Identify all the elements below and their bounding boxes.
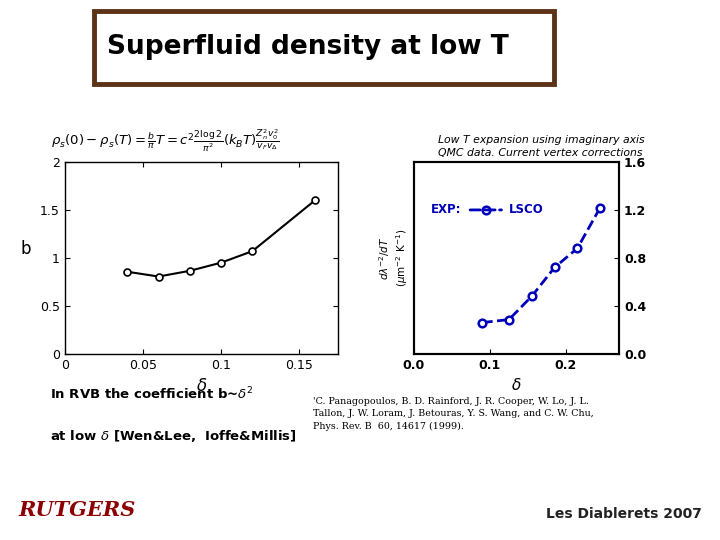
Text: at low $\delta$ [Wen&Lee,  Ioffe&Millis]: at low $\delta$ [Wen&Lee, Ioffe&Millis]: [50, 428, 297, 444]
Text: EXP:: EXP:: [431, 204, 461, 217]
Text: LSCO: LSCO: [508, 204, 543, 217]
Text: In RVB the coefficient b~$\delta^2$: In RVB the coefficient b~$\delta^2$: [50, 386, 254, 403]
X-axis label: $\delta$: $\delta$: [511, 377, 522, 393]
Text: RUTGERS: RUTGERS: [18, 500, 135, 521]
Y-axis label: b: b: [21, 240, 31, 258]
X-axis label: $\delta$: $\delta$: [196, 377, 207, 395]
FancyBboxPatch shape: [94, 11, 554, 84]
Text: Les Diablerets 2007: Les Diablerets 2007: [546, 507, 702, 521]
Text: Low T expansion using imaginary axis
QMC data. Current vertex corrections
are ne: Low T expansion using imaginary axis QMC…: [438, 135, 644, 171]
Y-axis label: $d\lambda^{-2}/dT$
($\mu$m$^{-2}$ K$^{-1}$): $d\lambda^{-2}/dT$ ($\mu$m$^{-2}$ K$^{-1…: [377, 229, 410, 287]
Text: $\rho_s(0) - \rho_s(T) = \frac{b}{\pi}T = c^2 \frac{2\log 2}{\pi^2}(k_BT)\frac{Z: $\rho_s(0) - \rho_s(T) = \frac{b}{\pi}T …: [51, 127, 279, 153]
Text: 'C. Panagopoulos, B. D. Rainford, J. R. Cooper, W. Lo, J. L.
Tallon, J. W. Loram: 'C. Panagopoulos, B. D. Rainford, J. R. …: [313, 397, 594, 431]
Text: Superfluid density at low T: Superfluid density at low T: [107, 34, 509, 60]
